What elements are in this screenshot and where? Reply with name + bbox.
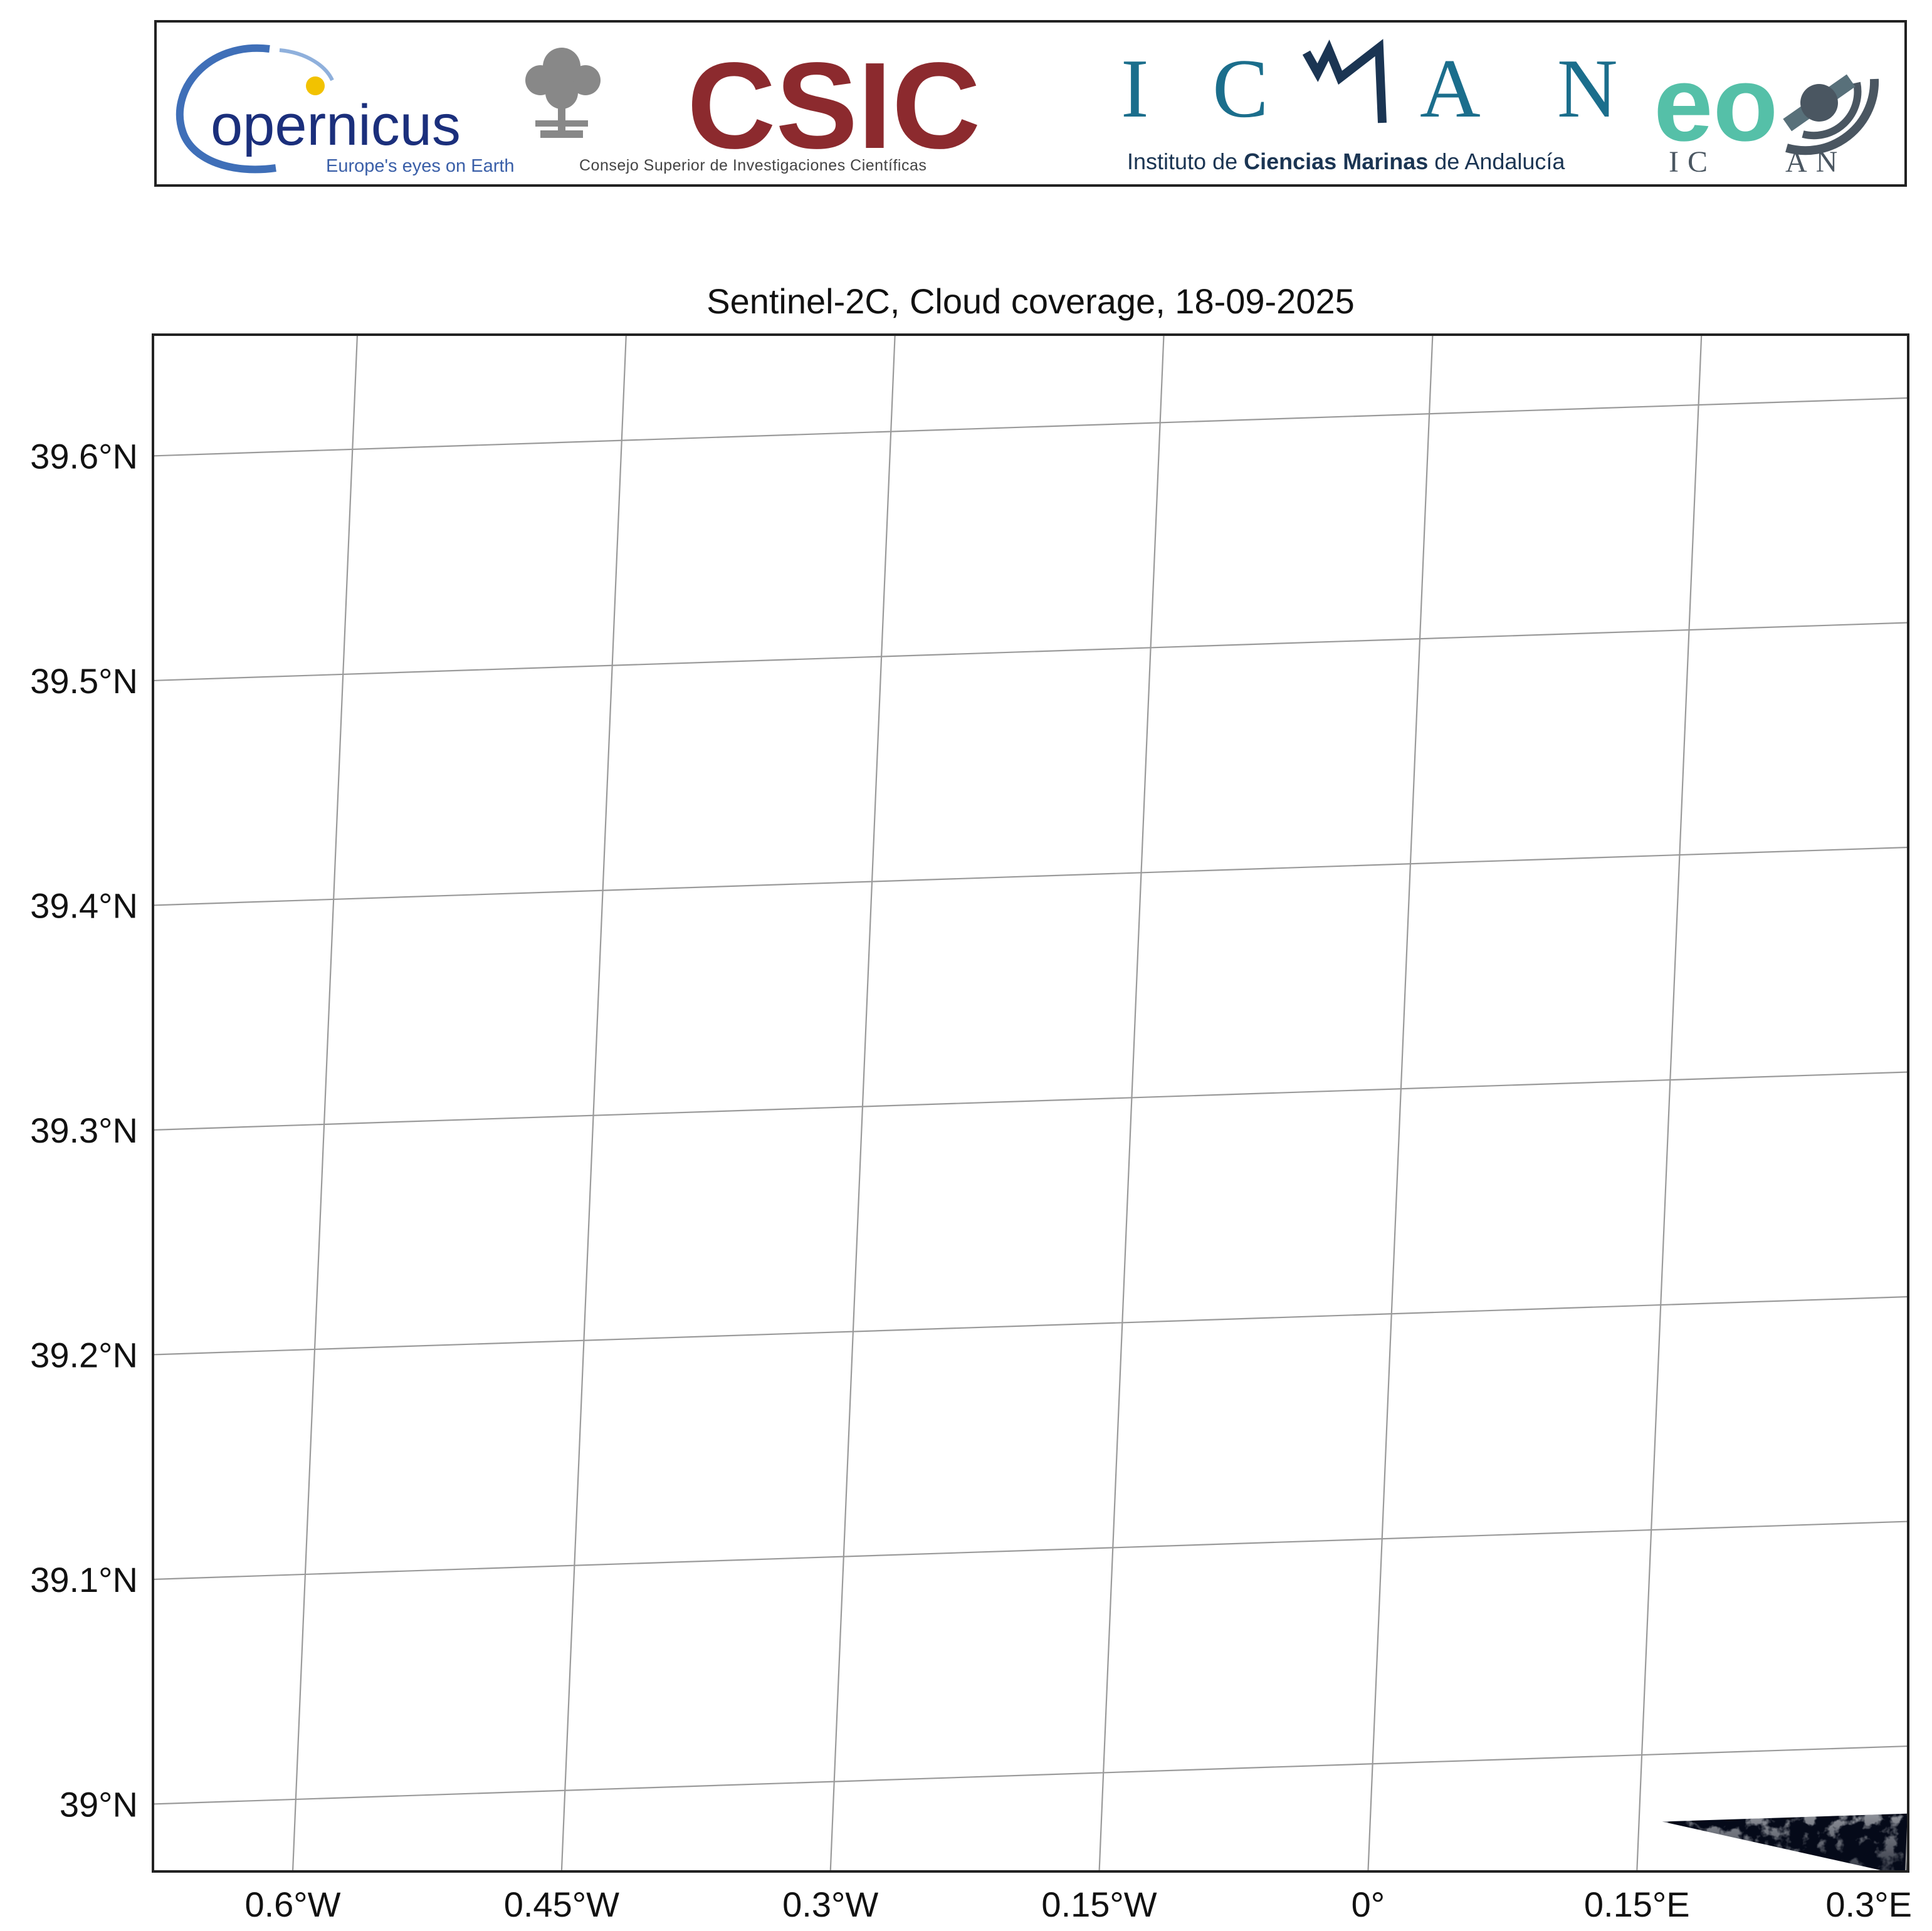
csic-fullname: Consejo Superior de Investigaciones Cien…: [579, 157, 927, 174]
longitude-tick-labels: 0.6°W 0.45°W 0.3°W 0.15°W 0° 0.15°E 0.3°E: [244, 1885, 1912, 1924]
parallel-line: [153, 1295, 1908, 1356]
lon-tick-label: 0.15°W: [1041, 1885, 1157, 1924]
copernicus-logo: opernicus Europe's eyes on Earth: [176, 44, 515, 176]
meridian-line: [14, 114, 98, 1931]
logo-banner: opernicus Europe's eyes on Earth CSIC Co…: [154, 20, 1907, 187]
signal-arc-icon: [1785, 78, 1879, 155]
lon-tick-label: 0.3°W: [782, 1885, 878, 1924]
map-title: Sentinel-2C, Cloud coverage, 18-09-2025: [706, 281, 1355, 321]
parallel-line: [153, 1071, 1908, 1131]
lon-tick-label: 0°: [1352, 1885, 1385, 1924]
lat-tick-label: 39.6°N: [30, 436, 138, 476]
meridian-line: [1098, 335, 1165, 1871]
parallel-line: [153, 846, 1908, 906]
parallel-line: [43, 165, 1932, 234]
lat-tick-label: 39.2°N: [30, 1335, 138, 1374]
parallel-line: [153, 1745, 1908, 1805]
cloud-pattern: [1662, 351, 1908, 1871]
copernicus-tagline: Europe's eyes on Earth: [326, 156, 515, 176]
csic-wordmark: CSIC: [687, 37, 980, 174]
eo-wordmark: eo: [1654, 44, 1778, 164]
meridian-line: [1367, 335, 1434, 1871]
csic-tree-emblem: [525, 48, 601, 138]
satellite-icon: [1783, 74, 1856, 132]
parallel-line: [153, 397, 1908, 457]
icman-eo-logo: eo IC AN: [1654, 44, 1879, 179]
sun-icon: [306, 76, 325, 95]
icman-wordmark-left: I C: [1121, 42, 1290, 135]
lon-tick-label: 0.6°W: [244, 1885, 340, 1924]
icman-wordmark-right: A N: [1420, 42, 1648, 135]
meridian-line: [560, 335, 627, 1871]
icman-eo-sub-left: IC: [1669, 145, 1716, 179]
icman-wave-icon: [1302, 39, 1387, 123]
logos-svg: opernicus Europe's eyes on Earth CSIC Co…: [176, 37, 1879, 179]
lon-tick-label: 0.45°W: [504, 1885, 619, 1924]
copernicus-wordmark: opernicus: [211, 93, 461, 157]
lat-tick-label: 39.3°N: [30, 1111, 138, 1150]
map-frame-border: [152, 333, 1909, 1873]
meridian-line: [829, 335, 896, 1871]
parallel-line: [153, 1520, 1908, 1581]
lat-tick-label: 39.1°N: [30, 1560, 138, 1599]
lon-tick-label: 0.3°E: [1825, 1885, 1912, 1924]
icman-fullname: Instituto de Ciencias Marinas de Andaluc…: [1127, 149, 1565, 174]
ocean-swath: [1662, 1813, 1908, 1871]
meridian-line: [1636, 335, 1703, 1871]
graticule: [14, 114, 1932, 1931]
lat-tick-label: 39.4°N: [30, 886, 138, 925]
latitude-tick-labels: 39.6°N 39.5°N 39.4°N 39.3°N 39.2°N 39.1°N 39°N: [30, 436, 138, 1824]
lat-tick-label: 39°N: [60, 1784, 138, 1824]
meridian-line: [291, 335, 359, 1871]
lon-tick-label: 0.15°E: [1584, 1885, 1690, 1924]
lat-tick-label: 39.5°N: [30, 661, 138, 701]
icman-eo-sub-right: AN: [1785, 145, 1846, 179]
satellite-swath: [1662, 351, 1908, 1871]
parallel-line: [153, 622, 1908, 682]
